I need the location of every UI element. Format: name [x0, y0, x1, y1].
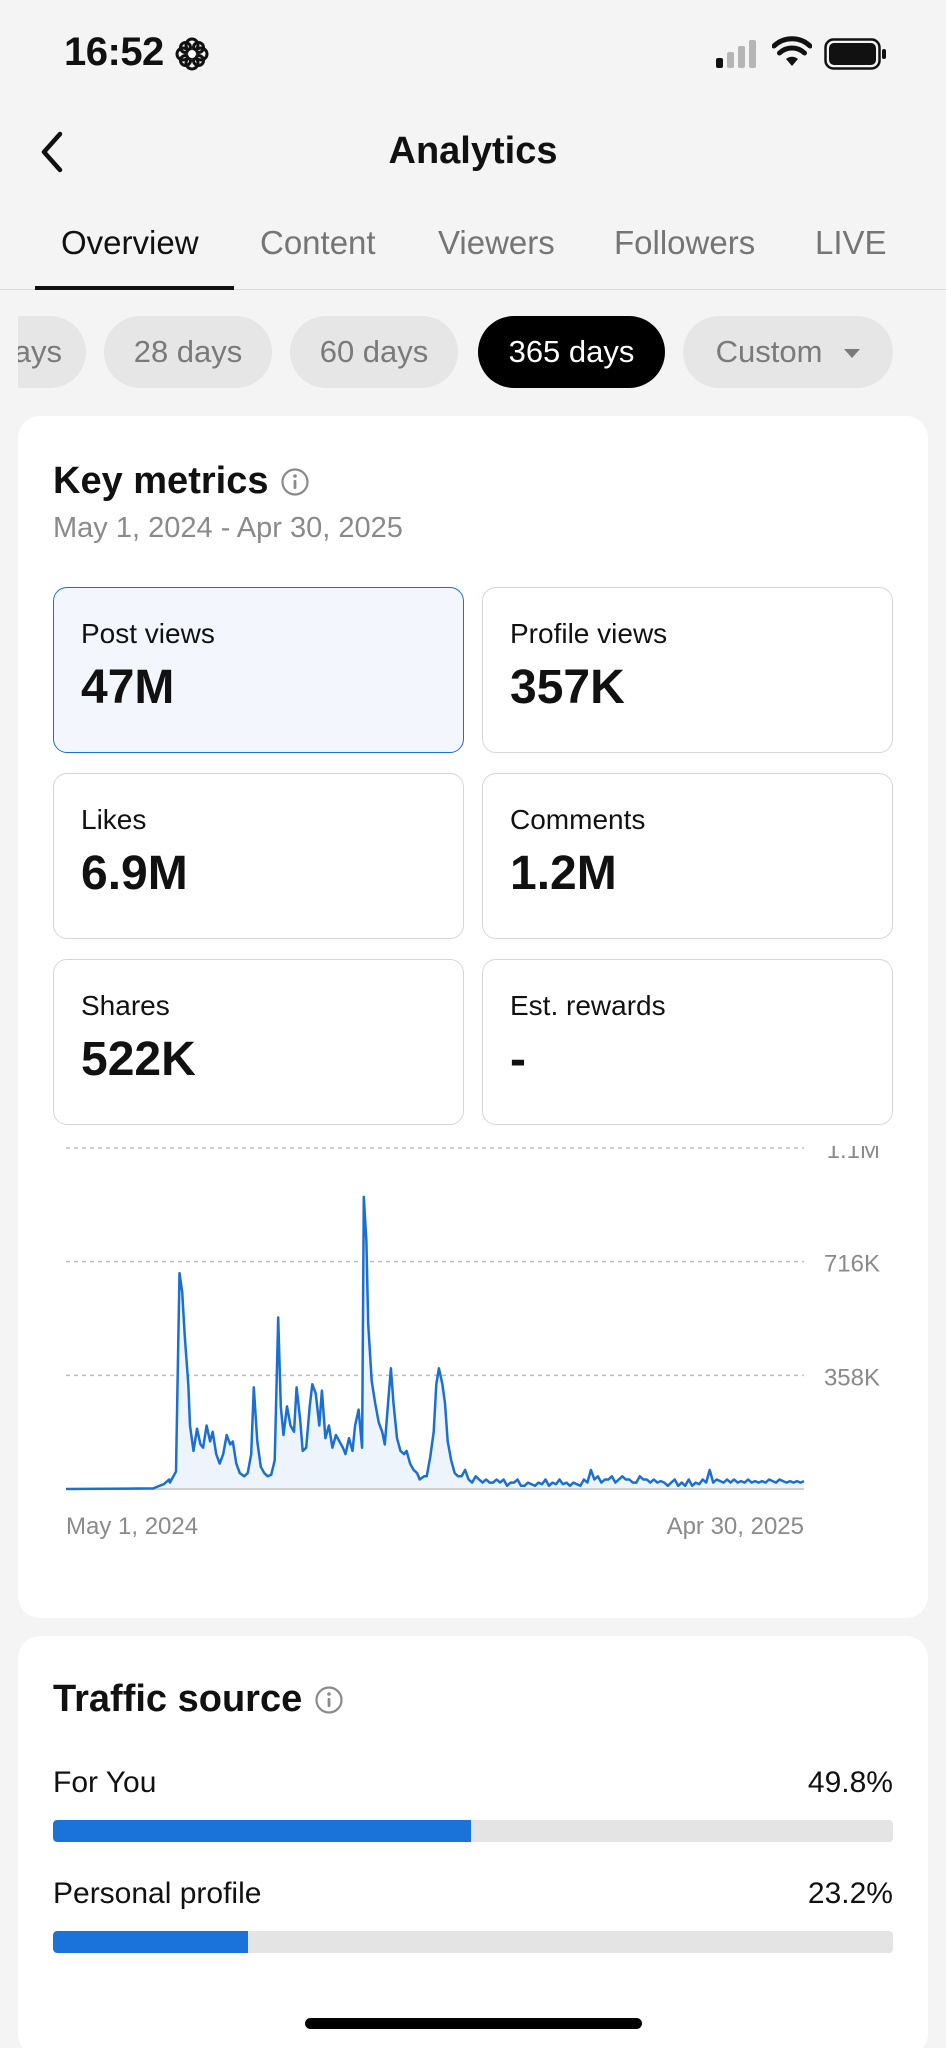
traffic-row-personal-profile: Personal profile 23.2% [53, 1877, 893, 1967]
metric-label: Comments [510, 804, 646, 835]
chip-7-days[interactable]: ays [18, 316, 86, 388]
traffic-label: Personal profile [53, 1877, 262, 1910]
traffic-percent: 49.8% [807, 1766, 893, 1799]
chip-label: Custom [715, 334, 823, 369]
y-tick-label: 1.1M [827, 1146, 880, 1164]
traffic-row-for-you: For You 49.8% [53, 1766, 893, 1856]
status-time: 16:52 [64, 30, 164, 74]
battery-icon [824, 38, 886, 70]
focus-flower-icon [175, 37, 209, 71]
chip-label: 60 days [319, 334, 429, 369]
metric-label: Profile views [510, 618, 668, 649]
metric-label: Likes [81, 804, 147, 835]
traffic-bar-fill [53, 1820, 472, 1842]
traffic-source-card: Traffic source For You 49.8% Personal pr… [18, 1636, 928, 2048]
tab-viewers[interactable]: Viewers [438, 224, 555, 261]
metric-value: 47M [81, 661, 175, 714]
metric-label: Post views [81, 618, 215, 649]
status-bar: 16:52 [0, 0, 946, 108]
metric-value: 6.9M [81, 847, 188, 900]
page-title: Analytics [388, 130, 558, 172]
chip-label: 28 days [133, 334, 243, 369]
post-views-chart: 1.1M 716K 358K May 1, 2024 Apr 30, 2025 [18, 1137, 928, 1586]
back-button[interactable] [26, 124, 78, 180]
metric-profile-views[interactable]: Profile views 357K [482, 587, 893, 753]
chip-60-days[interactable]: 60 days [290, 316, 458, 388]
chevron-left-icon [41, 131, 63, 173]
chart-svg: 1.1M 716K 358K May 1, 2024 Apr 30, 2025 [65, 1137, 880, 1540]
x-start-label: May 1, 2024 [66, 1513, 198, 1540]
traffic-source-heading: Traffic source [53, 1678, 344, 1721]
info-icon[interactable] [280, 467, 310, 497]
chip-custom[interactable]: Custom [683, 316, 893, 388]
y-tick-label: 716K [824, 1251, 880, 1278]
metric-label: Est. rewards [510, 990, 666, 1021]
home-indicator [305, 2018, 642, 2029]
metric-likes[interactable]: Likes 6.9M [53, 773, 464, 939]
tab-overview[interactable]: Overview [61, 224, 199, 261]
metric-label: Shares [81, 990, 170, 1021]
tab-followers[interactable]: Followers [614, 224, 756, 261]
chart-series-line [65, 1195, 805, 1491]
key-metrics-card: Key metrics May 1, 2024 - Apr 30, 2025 P… [18, 416, 928, 1618]
header: Analytics [0, 112, 946, 192]
x-end-label: Apr 30, 2025 [667, 1513, 804, 1540]
tab-content[interactable]: Content [260, 224, 376, 261]
traffic-source-title: Traffic source [53, 1678, 303, 1720]
metric-shares[interactable]: Shares 522K [53, 959, 464, 1125]
cellular-signal-icon [716, 40, 756, 68]
traffic-label: For You [53, 1766, 157, 1799]
chip-365-days[interactable]: 365 days [478, 316, 665, 388]
y-tick-label: 358K [824, 1364, 880, 1391]
metric-value: 1.2M [510, 847, 617, 900]
chip-label: 365 days [508, 334, 635, 369]
metric-value: 357K [510, 661, 625, 714]
info-icon[interactable] [314, 1685, 344, 1715]
active-tab-indicator [35, 286, 234, 290]
chip-label: ays [18, 334, 62, 369]
tab-bar: Overview Content Viewers Followers LIVE [0, 206, 946, 290]
date-range: May 1, 2024 - Apr 30, 2025 [53, 512, 403, 544]
metric-value: 522K [81, 1033, 196, 1086]
metric-post-views[interactable]: Post views 47M [53, 587, 464, 753]
tab-live[interactable]: LIVE [815, 224, 887, 261]
key-metrics-title: Key metrics [53, 460, 269, 502]
metric-value: - [510, 1033, 526, 1086]
key-metrics-heading: Key metrics [53, 460, 310, 503]
date-range-chips: ays 28 days 60 days 365 days Custom [18, 316, 928, 390]
traffic-percent: 23.2% [807, 1877, 893, 1910]
wifi-icon [772, 36, 812, 66]
metric-est-rewards[interactable]: Est. rewards - [482, 959, 893, 1125]
traffic-bar-track [53, 1931, 893, 1953]
traffic-bar-track [53, 1820, 893, 1842]
caret-down-icon [844, 349, 861, 358]
chip-28-days[interactable]: 28 days [104, 316, 272, 388]
metric-comments[interactable]: Comments 1.2M [482, 773, 893, 939]
traffic-bar-fill [53, 1931, 248, 1953]
